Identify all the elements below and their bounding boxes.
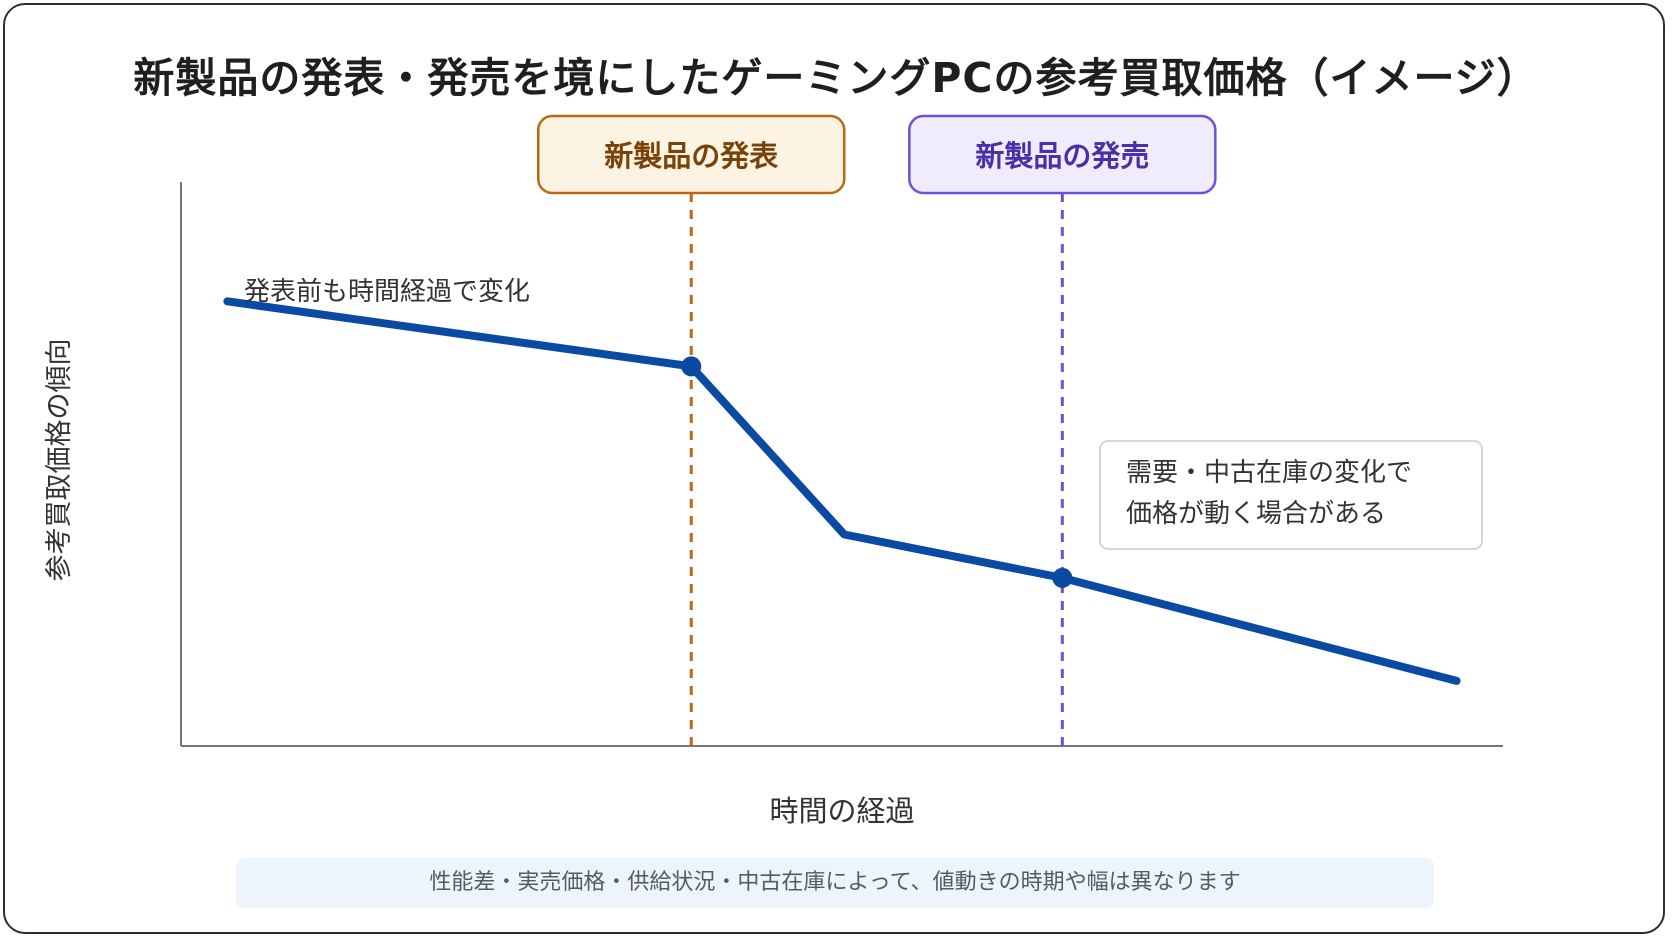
series-line [223,297,1461,685]
y-axis-label: 参考買取価格の傾向 [44,339,75,582]
event-label-release: 新製品の発売 [975,139,1149,173]
event-box-release [908,114,1217,195]
event-label-announcement: 新製品の発表 [604,139,778,173]
chart-title: 新製品の発表・発売を境にしたゲーミングPCの参考買取価格（イメージ） [133,54,1539,102]
footnote: 性能差・実売価格・供給状況・中古在庫によって、値動きの時期や幅は異なります [236,858,1434,908]
data-point-marker [681,356,702,377]
event-box-announcement [536,114,846,195]
annotation-line-1: 需要・中古在庫の変化で [1126,458,1412,488]
annotation-line-2: 価格が動く場合がある [1126,499,1386,529]
x-axis-label: 時間の経過 [769,794,914,828]
annotation-before-announcement: 発表前も時間経過で変化 [244,277,530,307]
annotation-box [1099,440,1483,550]
data-point-marker [1052,567,1073,588]
series-markers [681,356,1073,588]
